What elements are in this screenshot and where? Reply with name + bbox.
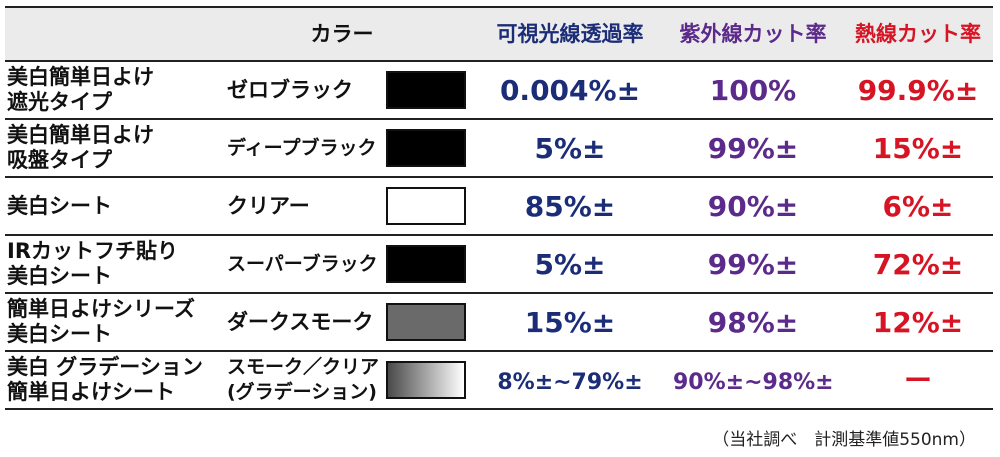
visible-light-value: 85%± [524,190,616,223]
table-row: 簡単日よけシリーズ 美白シート ダークスモーク 15%± 98%± 12%± [5,294,993,352]
spec-table: カラー 可視光線透過率 紫外線カット率 熱線カット率 美白簡単日よけ 遮光タイプ… [5,6,993,410]
heat-cut-value: 72%± [872,248,964,281]
color-name: ゼロブラック [227,78,353,102]
heat-cut-value: 99.9%± [857,74,979,107]
table-row: 美白簡単日よけ 遮光タイプ ゼロブラック 0.004%± 100% 99.9%± [5,62,993,120]
product-name: 美白簡単日よけ 遮光タイプ [7,65,154,114]
product-name: IRカットフチ貼り 美白シート [7,239,178,288]
color-swatch [386,245,466,283]
visible-light-value: 0.004%± [499,74,641,107]
product-name: 美白 グラデーション 簡単日よけシート [7,355,203,404]
measurement-note: （当社調べ 計測基準値550nm） [712,430,976,450]
uv-cut-value: 90%± [707,190,799,223]
table-row: IRカットフチ貼り 美白シート スーパーブラック 5%± 99%± 72%± [5,236,993,294]
visible-light-value: 5%± [534,132,606,165]
product-name: 簡単日よけシリーズ 美白シート [7,297,195,346]
uv-cut-value: 90%±~98%± [673,370,834,395]
uv-cut-value: 100% [709,74,797,107]
table-row: 美白 グラデーション 簡単日よけシート スモーク／クリア (グラデーション) 8… [5,352,993,410]
heat-cut-value: 12%± [872,306,964,339]
color-swatch [386,187,466,225]
header-color: カラー [310,22,374,46]
color-name: ディープブラック [227,137,377,159]
color-name: ダークスモーク [227,310,374,334]
header-uv-cut: 紫外線カット率 [679,22,827,46]
heat-cut-value: ー [903,364,932,397]
color-name: クリアー [227,194,310,218]
product-name: 美白簡単日よけ 吸盤タイプ [7,123,154,172]
table-header: カラー 可視光線透過率 紫外線カット率 熱線カット率 [5,6,993,62]
table-row: 美白シート クリアー 85%± 90%± 6%± [5,178,993,236]
uv-cut-value: 99%± [707,248,799,281]
header-heat-cut: 熱線カット率 [855,22,981,46]
header-visible-light: 可視光線透過率 [496,22,644,46]
visible-light-value: 5%± [534,248,606,281]
color-swatch [386,303,466,341]
uv-cut-value: 99%± [707,132,799,165]
color-name: スモーク／クリア (グラデーション) [227,356,380,403]
color-name: スーパーブラック [227,253,378,275]
color-swatch [386,361,466,399]
table-row: 美白簡単日よけ 吸盤タイプ ディープブラック 5%± 99%± 15%± [5,120,993,178]
color-swatch [386,129,466,167]
visible-light-value: 8%±~79%± [497,370,643,395]
product-name: 美白シート [7,194,112,218]
heat-cut-value: 15%± [872,132,964,165]
uv-cut-value: 98%± [707,306,799,339]
visible-light-value: 15%± [524,306,616,339]
color-swatch [386,71,466,109]
heat-cut-value: 6%± [882,190,954,223]
